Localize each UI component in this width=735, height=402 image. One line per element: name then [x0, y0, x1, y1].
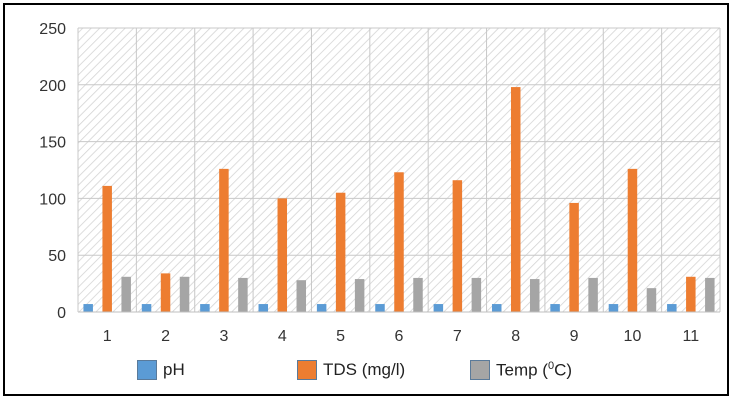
- bar-ph: [83, 304, 93, 312]
- legend-label-tds: TDS (mg/l): [323, 360, 406, 379]
- y-tick-label: 0: [57, 305, 66, 322]
- bar-tds-mg-l: [335, 192, 346, 312]
- y-tick-label: 100: [39, 191, 66, 208]
- legend-temp-prefix: Temp (: [496, 360, 548, 380]
- y-tick-label: 200: [39, 78, 66, 95]
- legend-swatch-temp: [470, 360, 490, 381]
- bar-tds-mg-l: [160, 273, 171, 312]
- y-tick-label: 50: [48, 248, 66, 265]
- bar-tds-mg-l: [277, 198, 288, 312]
- bar-ph: [491, 304, 502, 312]
- bar-temp-c: [529, 279, 540, 312]
- bar-ph: [433, 304, 444, 312]
- bar-ph: [316, 304, 327, 312]
- bar-tds-mg-l: [394, 172, 404, 312]
- bar-temp-c: [413, 277, 423, 312]
- bar-tds-mg-l: [452, 180, 463, 312]
- legend: pH TDS (mg/l) Temp (0C): [0, 360, 735, 390]
- y-tick-label: 150: [39, 135, 66, 152]
- bar-temp-c: [238, 277, 248, 312]
- bar-ph: [550, 304, 560, 312]
- bar-ph: [141, 304, 152, 312]
- bar-tds-mg-l: [569, 202, 579, 312]
- x-tick-label: 11: [683, 328, 700, 345]
- legend-label-temp: Temp (0C): [496, 360, 572, 381]
- x-tick-label: 5: [336, 328, 345, 345]
- x-tick-label: 2: [161, 328, 170, 345]
- legend-item-temp: Temp (0C): [470, 360, 572, 381]
- legend-swatch-tds: [297, 360, 317, 380]
- y-tick-label: 250: [39, 21, 66, 38]
- bar-ph: [667, 304, 677, 312]
- x-tick-label: 1: [103, 328, 112, 345]
- legend-label-ph: pH: [163, 360, 185, 379]
- bar-temp-c: [121, 276, 131, 312]
- legend-swatch-ph: [137, 360, 157, 380]
- bar-temp-c: [354, 279, 365, 312]
- bar-temp-c: [179, 276, 190, 312]
- bar-tds-mg-l: [510, 87, 521, 313]
- bar-ph: [200, 304, 210, 312]
- x-tick-label: 4: [278, 328, 287, 345]
- bar-ph: [608, 304, 619, 312]
- x-tick-label: 3: [219, 328, 228, 345]
- bar-tds-mg-l: [102, 185, 112, 312]
- x-tick-label: 10: [624, 328, 642, 345]
- x-tick-label: 6: [395, 328, 404, 345]
- bar-temp-c: [705, 277, 715, 312]
- bar-tds-mg-l: [686, 276, 696, 312]
- bar-ph: [375, 304, 385, 312]
- bar-temp-c: [296, 280, 307, 312]
- bar-temp-c: [588, 277, 598, 312]
- legend-temp-sup: 0: [547, 360, 555, 372]
- bar-temp-c: [471, 277, 482, 312]
- bar-ph: [258, 304, 269, 312]
- bar-temp-c: [646, 288, 657, 312]
- legend-item-tds: TDS (mg/l): [297, 360, 405, 380]
- x-tick-label: 7: [453, 328, 462, 345]
- x-tick-label: 9: [570, 328, 579, 345]
- x-tick-label: 8: [511, 328, 520, 345]
- legend-item-ph: pH: [137, 360, 185, 380]
- bar-tds-mg-l: [219, 168, 229, 312]
- bar-tds-mg-l: [627, 168, 638, 312]
- legend-temp-suffix: C): [554, 360, 573, 380]
